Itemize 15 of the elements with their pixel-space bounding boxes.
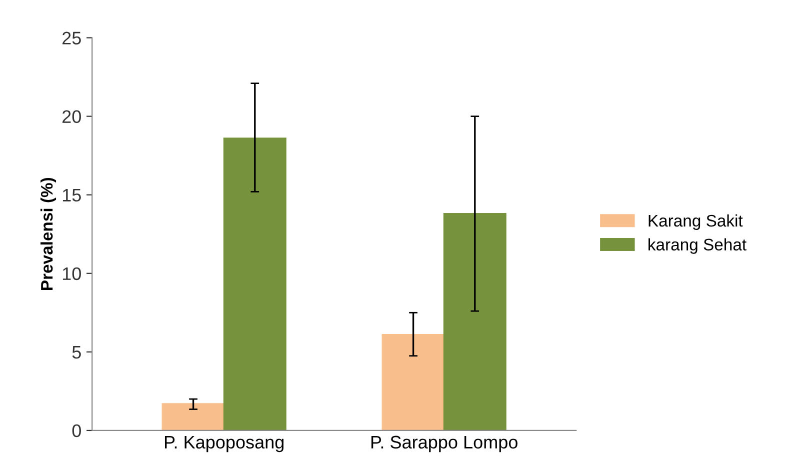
bar: [382, 334, 445, 430]
bar: [443, 212, 506, 430]
x-tick-label: P. Sarappo Lompo: [371, 436, 518, 452]
x-tick-label: P. Kapoposang: [164, 436, 284, 452]
y-tick-label: 10: [62, 267, 81, 280]
legend-label: karang Sehat: [648, 238, 746, 254]
legend-label: Karang Sakit: [648, 214, 743, 230]
y-tick-label: 15: [62, 188, 81, 202]
y-tick-label: 25: [62, 32, 81, 44]
y-tick-label: 5: [72, 346, 81, 359]
y-tick-label: 20: [62, 110, 81, 124]
y-tick-label: 0: [72, 424, 81, 438]
bar: [162, 403, 225, 430]
bar: [223, 138, 286, 430]
y-axis-title: Prevalensi (%): [40, 178, 56, 290]
